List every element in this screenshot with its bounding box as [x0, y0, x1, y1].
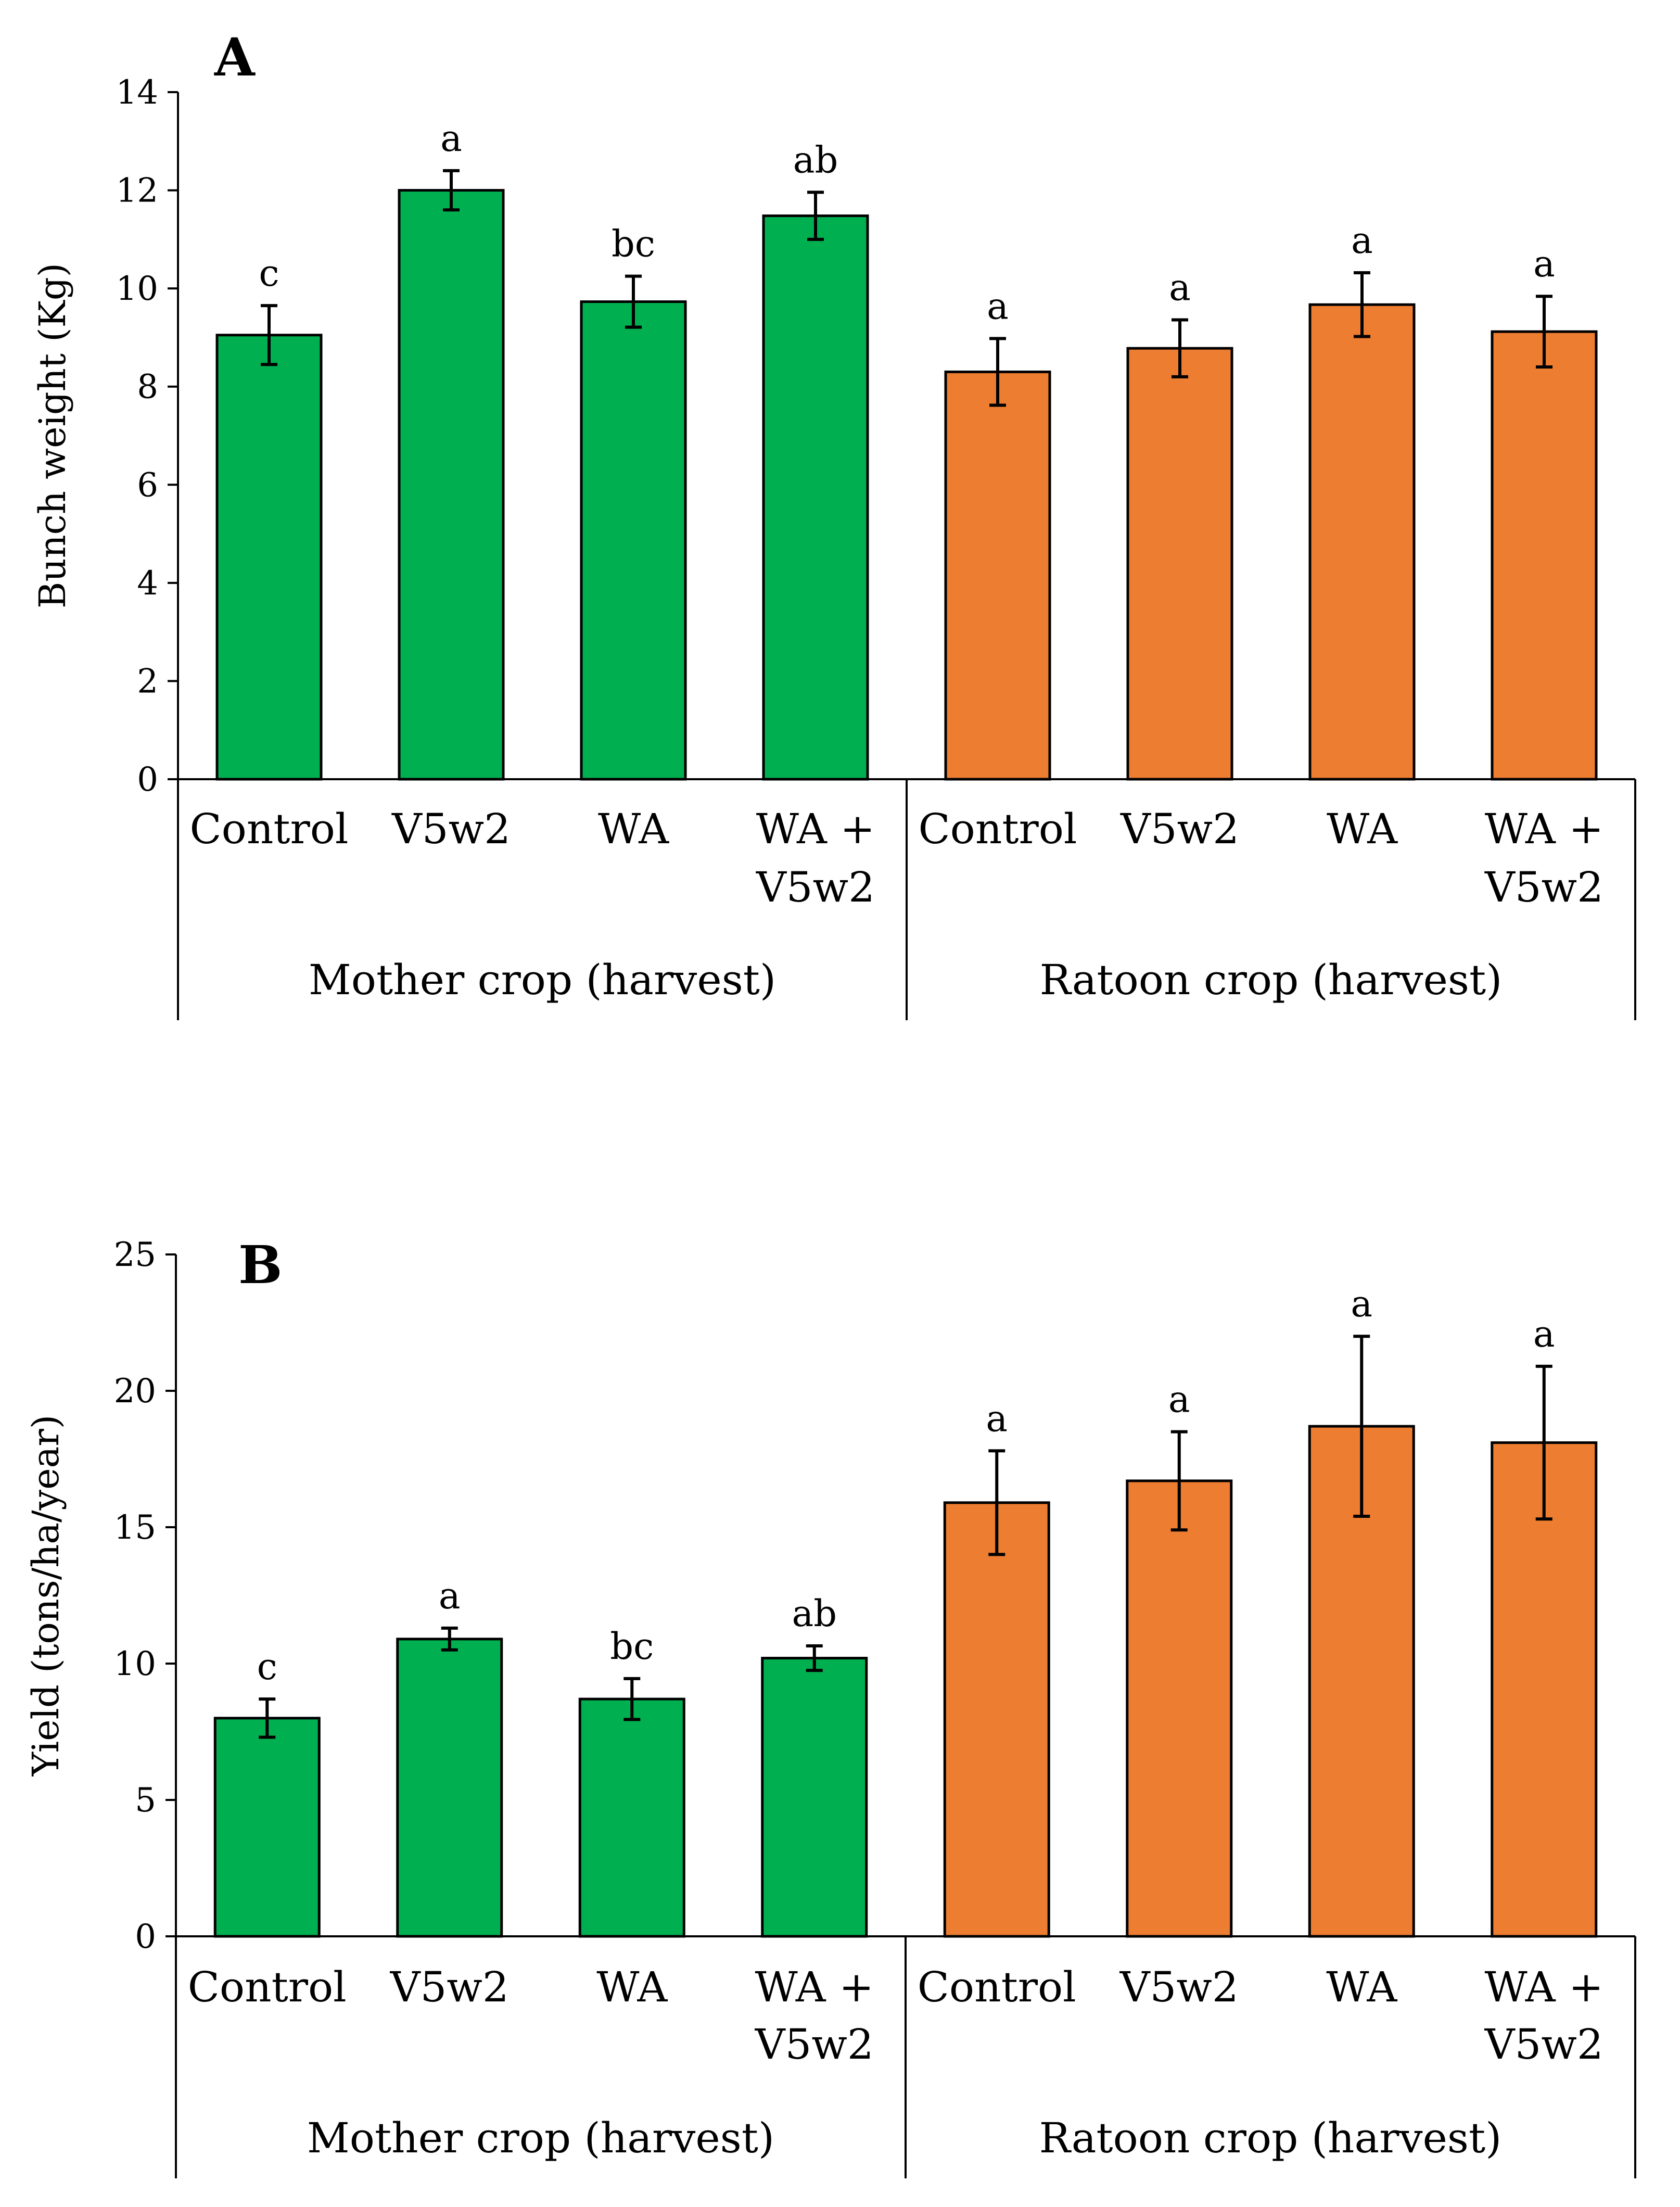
group-label: Ratoon crop (harvest)	[1040, 956, 1503, 1004]
category-label: V5w2	[1119, 1963, 1239, 2011]
significance-letter: a	[1169, 266, 1191, 309]
category-label: WA +	[756, 805, 875, 853]
category-label: WA	[1326, 1963, 1397, 2011]
y-tick-label: 12	[116, 172, 158, 210]
category-label: V5w2	[391, 805, 511, 853]
bar	[1491, 330, 1598, 781]
category-label: Control	[918, 1963, 1076, 2011]
y-tick-label: 0	[135, 1918, 156, 1956]
significance-letter: a	[987, 285, 1009, 327]
significance-letter: a	[1533, 1313, 1555, 1355]
y-tick-label: 8	[137, 368, 158, 407]
y-tick-label: 15	[114, 1508, 156, 1547]
significance-letter: a	[1351, 219, 1373, 262]
y-tick-label: 25	[114, 1236, 156, 1274]
category-label: V5w2	[755, 2020, 874, 2069]
group-label: Ratoon crop (harvest)	[1039, 2114, 1502, 2162]
category-label: V5w2	[756, 863, 875, 911]
category-label: WA	[1327, 805, 1398, 853]
y-tick-label: 20	[114, 1372, 156, 1411]
bar	[1308, 303, 1416, 781]
significance-letter: a	[1168, 1378, 1190, 1421]
bar	[213, 1717, 321, 1938]
y-tick-label: 14	[116, 73, 158, 112]
significance-letter: a	[439, 1575, 461, 1617]
significance-letter: a	[440, 117, 462, 160]
category-label: WA +	[1485, 1963, 1603, 2011]
significance-letter: bc	[610, 1625, 654, 1668]
significance-letter: ab	[792, 1592, 837, 1635]
panel-letter: B	[238, 1234, 283, 1296]
significance-letter: bc	[612, 223, 655, 265]
chart-panel-a: 0 2 4 6 8 10 12 14 Bunch weight (Kg) Ac Control a V5…	[31, 27, 1636, 1020]
category-label: WA +	[755, 1963, 874, 2011]
chart-panel-b: 0 5 10 15 20 25 Yield (tons/ha/year) Bc Control a…	[24, 1234, 1636, 2178]
significance-letter: c	[259, 252, 279, 295]
bar	[398, 189, 505, 781]
y-tick-label: 6	[137, 466, 158, 504]
significance-letter: ab	[793, 138, 838, 181]
bar	[943, 1501, 1050, 1938]
group-label: Mother crop (harvest)	[309, 956, 776, 1004]
y-tick-label: 5	[135, 1781, 156, 1820]
category-label: V5w2	[390, 1963, 509, 2011]
category-label: V5w2	[1120, 805, 1239, 853]
category-label: V5w2	[1484, 863, 1603, 911]
significance-letter: a	[1533, 243, 1555, 285]
category-label: WA	[596, 1963, 668, 2011]
significance-letter: a	[986, 1397, 1008, 1440]
y-tick-label: 10	[114, 1645, 156, 1683]
bar	[396, 1638, 503, 1938]
y-tick-label: 0	[137, 760, 158, 799]
bar	[1491, 1441, 1598, 1938]
y-tick-label: 10	[116, 270, 158, 308]
category-label: Control	[918, 805, 1077, 853]
category-label: WA +	[1485, 805, 1603, 853]
bar	[1126, 1479, 1233, 1938]
bar	[944, 370, 1051, 781]
category-label: WA	[598, 805, 669, 853]
category-label: Control	[189, 805, 348, 853]
y-axis-title: Bunch weight (Kg)	[31, 263, 74, 608]
bar	[762, 214, 869, 781]
y-axis-title: Yield (tons/ha/year)	[24, 1415, 67, 1777]
category-label: Control	[188, 1963, 347, 2011]
bar	[215, 334, 323, 781]
category-label: V5w2	[1484, 2020, 1603, 2069]
group-label: Mother crop (harvest)	[307, 2114, 774, 2162]
bar	[761, 1657, 868, 1938]
bar	[1126, 347, 1233, 781]
bar	[578, 1697, 685, 1938]
significance-letter: a	[1351, 1283, 1372, 1325]
panel-letter: A	[214, 27, 256, 88]
bar	[580, 300, 687, 781]
y-tick-label: 4	[137, 564, 158, 603]
significance-letter: c	[257, 1645, 277, 1688]
y-tick-label: 2	[137, 662, 158, 701]
